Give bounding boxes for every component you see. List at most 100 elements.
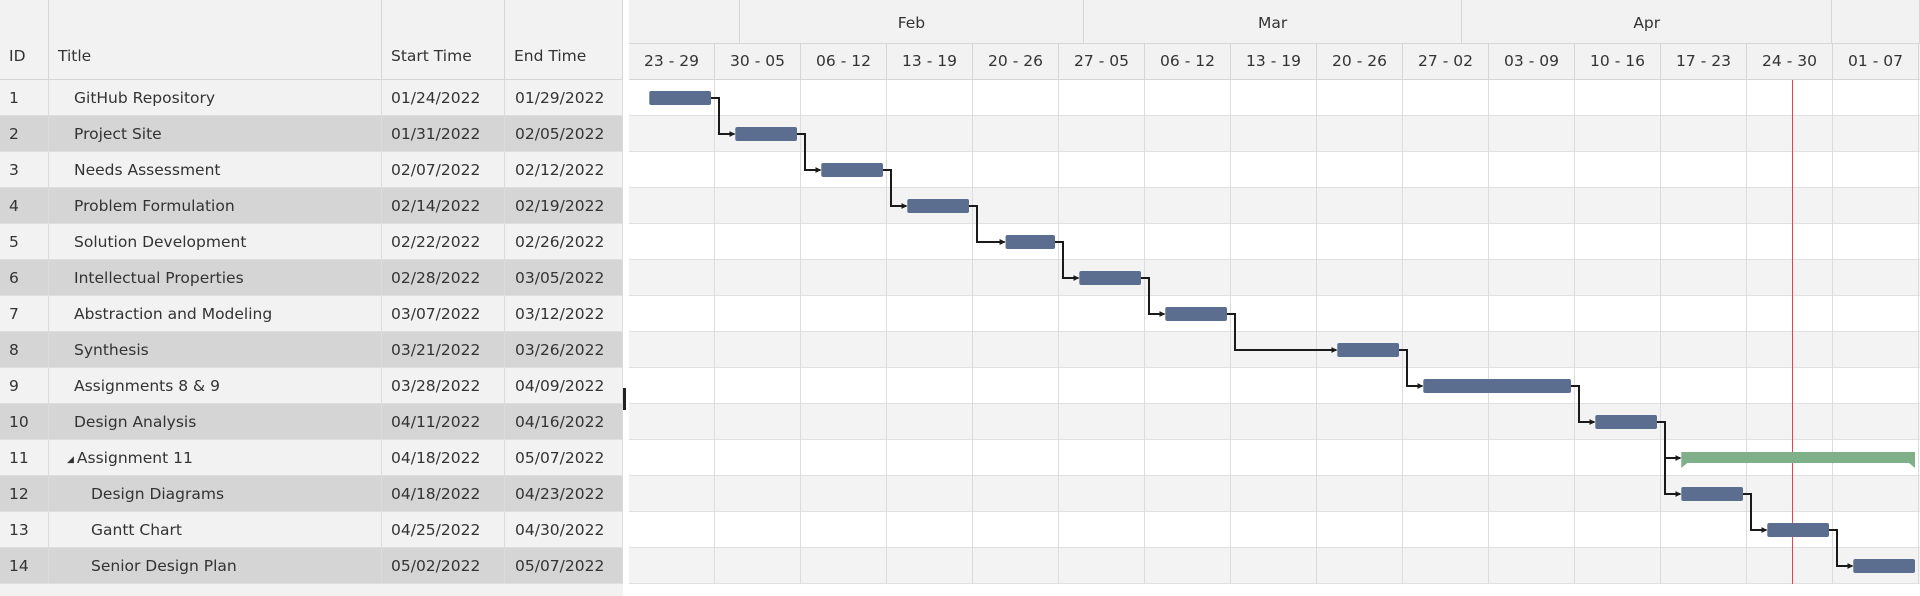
task-title-cell[interactable]: ◢ Assignment 11 xyxy=(49,440,382,476)
table-row[interactable]: 4 Problem Formulation 02/14/2022 02/19/2022 xyxy=(0,188,623,224)
table-row[interactable]: 11 ◢ Assignment 11 04/18/2022 05/07/2022 xyxy=(0,440,623,476)
timeline-row[interactable] xyxy=(629,404,1920,440)
week-header-cell: 13 - 19 xyxy=(1231,44,1317,79)
week-gridline xyxy=(1574,80,1575,584)
task-id-cell: 9 xyxy=(0,368,49,404)
task-bar[interactable] xyxy=(735,127,797,141)
task-title-label: Synthesis xyxy=(74,341,149,359)
task-start-cell: 04/11/2022 xyxy=(382,404,505,440)
dependency-arrow xyxy=(797,133,822,173)
task-start-cell: 02/28/2022 xyxy=(382,260,505,296)
task-title-cell[interactable]: Design Diagrams xyxy=(49,476,382,512)
summary-task-bar[interactable] xyxy=(1681,452,1915,468)
task-end-cell: 04/16/2022 xyxy=(505,404,623,440)
task-id-cell: 7 xyxy=(0,296,49,332)
task-title-cell[interactable]: Design Analysis xyxy=(49,404,382,440)
grid-splitter-handle[interactable] xyxy=(623,388,626,410)
today-marker-line xyxy=(1791,80,1793,584)
dependency-arrow xyxy=(711,97,736,137)
column-header-id-label: ID xyxy=(9,47,26,65)
task-title-cell[interactable]: GitHub Repository xyxy=(49,80,382,116)
timeline-row[interactable] xyxy=(629,260,1920,296)
task-bar[interactable] xyxy=(821,163,883,177)
task-id-cell: 13 xyxy=(0,512,49,548)
task-title-cell[interactable]: Senior Design Plan xyxy=(49,548,382,584)
week-gridline xyxy=(886,80,887,584)
task-bar[interactable] xyxy=(1681,487,1743,501)
timeline-row[interactable] xyxy=(629,548,1920,584)
task-bar[interactable] xyxy=(1337,343,1399,357)
table-row[interactable]: 2 Project Site 01/31/2022 02/05/2022 xyxy=(0,116,623,152)
task-id-cell: 14 xyxy=(0,548,49,584)
timeline-row[interactable] xyxy=(629,224,1920,260)
task-title-label: Problem Formulation xyxy=(74,197,235,215)
task-title-label: Abstraction and Modeling xyxy=(74,305,273,323)
timeline-row[interactable] xyxy=(629,188,1920,224)
dependency-arrow xyxy=(1743,493,1768,533)
task-start-cell: 05/02/2022 xyxy=(382,548,505,584)
task-title-cell[interactable]: Project Site xyxy=(49,116,382,152)
table-row[interactable]: 14 Senior Design Plan 05/02/2022 05/07/2022 xyxy=(0,548,623,584)
table-row[interactable]: 12 Design Diagrams 04/18/2022 04/23/2022 xyxy=(0,476,623,512)
task-title-cell[interactable]: Needs Assessment xyxy=(49,152,382,188)
table-row[interactable]: 10 Design Analysis 04/11/2022 04/16/2022 xyxy=(0,404,623,440)
task-title-cell[interactable]: Solution Development xyxy=(49,224,382,260)
table-row[interactable]: 1 GitHub Repository 01/24/2022 01/29/2022 xyxy=(0,80,623,116)
week-header-cell: 13 - 19 xyxy=(887,44,973,79)
task-title-cell[interactable]: Gantt Chart xyxy=(49,512,382,548)
task-title-label: Gantt Chart xyxy=(91,521,183,539)
month-header-cell xyxy=(629,0,740,43)
week-gridline xyxy=(1918,80,1919,584)
column-header-end-time[interactable]: End Time xyxy=(505,0,623,79)
task-bar[interactable] xyxy=(1079,271,1141,285)
task-title-label: Design Diagrams xyxy=(91,485,225,503)
timeline-row[interactable] xyxy=(629,512,1920,548)
task-title-label: GitHub Repository xyxy=(74,89,216,107)
task-bar[interactable] xyxy=(649,91,711,105)
task-bar[interactable] xyxy=(1595,415,1657,429)
task-bar[interactable] xyxy=(907,199,969,213)
task-id-cell: 10 xyxy=(0,404,49,440)
table-row[interactable]: 8 Synthesis 03/21/2022 03/26/2022 xyxy=(0,332,623,368)
task-id-cell: 4 xyxy=(0,188,49,224)
week-header-cell: 06 - 12 xyxy=(801,44,887,79)
week-header-cell: 10 - 16 xyxy=(1575,44,1661,79)
week-header-cell: 17 - 23 xyxy=(1661,44,1747,79)
table-row[interactable]: 5 Solution Development 02/22/2022 02/26/202… xyxy=(0,224,623,260)
task-bar[interactable] xyxy=(1853,559,1915,573)
timeline-row[interactable] xyxy=(629,296,1920,332)
table-row[interactable]: 9 Assignments 8 & 9 03/28/2022 04/09/2022 xyxy=(0,368,623,404)
task-bar[interactable] xyxy=(1767,523,1829,537)
task-title-cell[interactable]: Intellectual Properties xyxy=(49,260,382,296)
task-bar[interactable] xyxy=(1005,235,1055,249)
task-title-cell[interactable]: Assignments 8 & 9 xyxy=(49,368,382,404)
task-end-cell: 02/12/2022 xyxy=(505,152,623,188)
task-title-cell[interactable]: Abstraction and Modeling xyxy=(49,296,382,332)
task-end-cell: 02/05/2022 xyxy=(505,116,623,152)
week-header-cell: 01 - 07 xyxy=(1833,44,1919,79)
timeline-row[interactable] xyxy=(629,116,1920,152)
column-header-start-time[interactable]: Start Time xyxy=(382,0,505,79)
dependency-arrow xyxy=(969,205,1006,245)
table-row[interactable]: 7 Abstraction and Modeling 03/07/2022 03/12… xyxy=(0,296,623,332)
collapse-expander-icon[interactable]: ◢ xyxy=(67,455,74,465)
task-grid: ID Title Start Time End Time 1 GitHub Rep… xyxy=(0,0,626,596)
task-start-cell: 04/18/2022 xyxy=(382,476,505,512)
table-row[interactable]: 3 Needs Assessment 02/07/2022 02/12/2022 xyxy=(0,152,623,188)
timeline-row[interactable] xyxy=(629,80,1920,116)
table-row[interactable]: 6 Intellectual Properties 02/28/2022 03/05/… xyxy=(0,260,623,296)
column-header-id[interactable]: ID xyxy=(0,0,49,79)
task-title-cell[interactable]: Problem Formulation xyxy=(49,188,382,224)
task-end-cell: 04/09/2022 xyxy=(505,368,623,404)
table-row[interactable]: 13 Gantt Chart 04/25/2022 04/30/2022 xyxy=(0,512,623,548)
task-title-cell[interactable]: Synthesis xyxy=(49,332,382,368)
task-id-cell: 5 xyxy=(0,224,49,260)
column-header-title[interactable]: Title xyxy=(49,0,382,79)
task-start-cell: 03/21/2022 xyxy=(382,332,505,368)
task-bar[interactable] xyxy=(1165,307,1227,321)
timeline-row[interactable] xyxy=(629,440,1920,476)
task-bar[interactable] xyxy=(1423,379,1571,393)
timeline-row[interactable] xyxy=(629,368,1920,404)
task-end-cell: 02/26/2022 xyxy=(505,224,623,260)
